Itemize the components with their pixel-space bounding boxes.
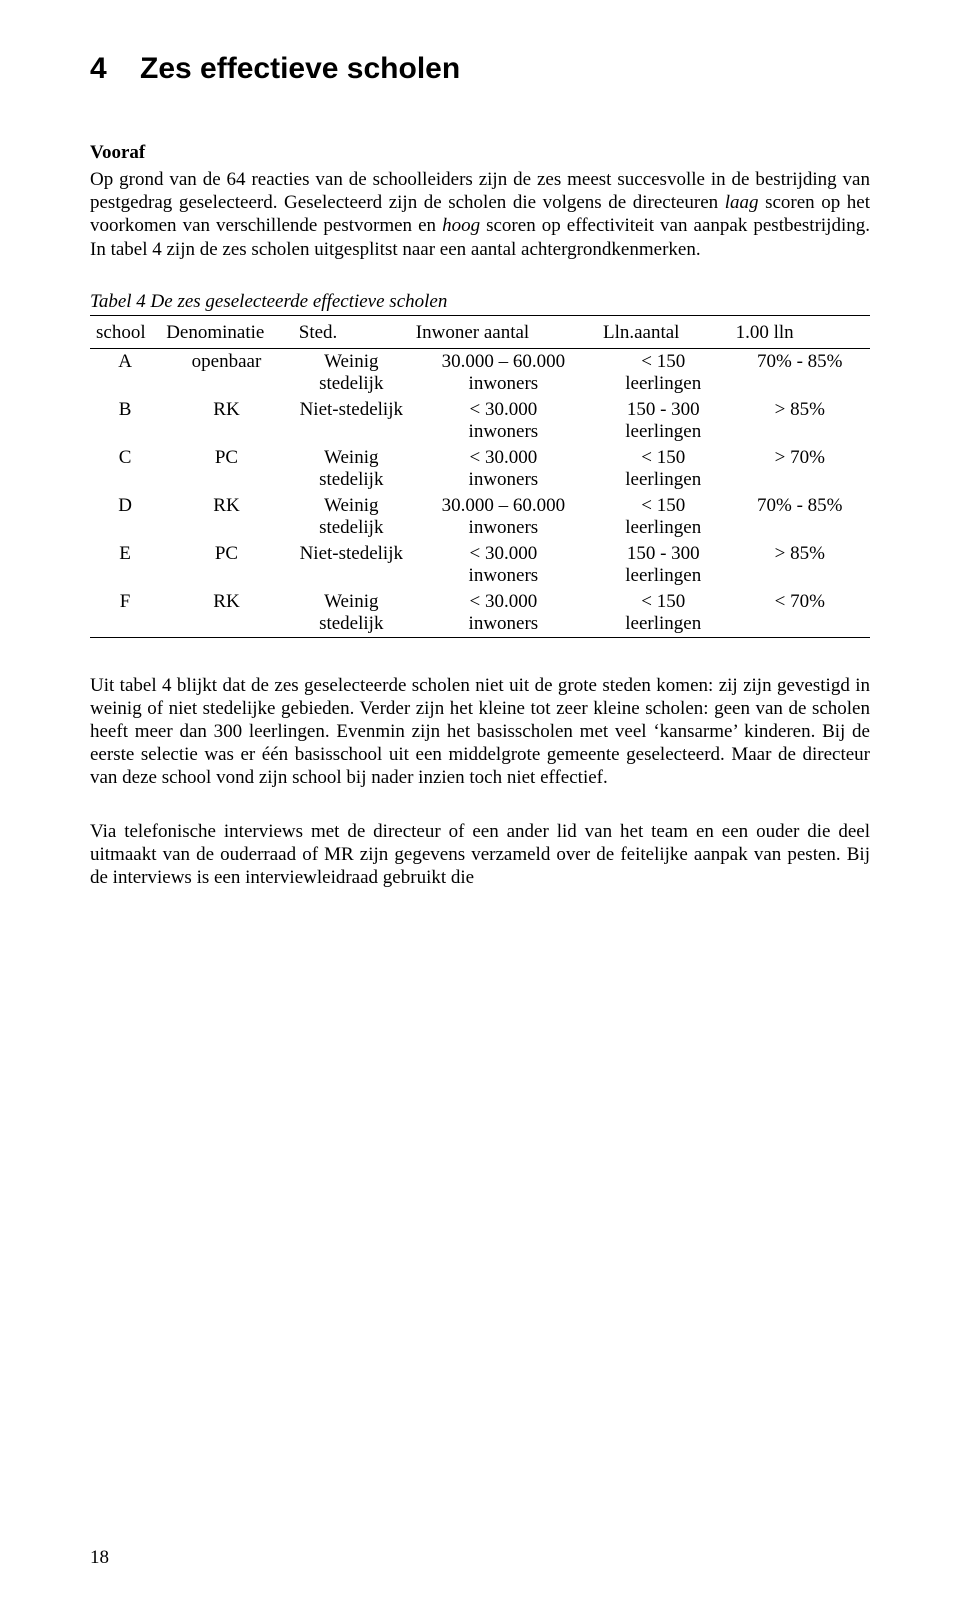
th-pct: 1.00 lln	[730, 320, 870, 349]
table-cell: > 70%	[730, 445, 870, 493]
table-cell: Weinigstedelijk	[293, 589, 410, 638]
table-cell: RK	[160, 397, 293, 445]
table-cell: < 30.000inwoners	[410, 445, 597, 493]
table-cell: < 150leerlingen	[597, 493, 730, 541]
table-cell: < 150leerlingen	[597, 445, 730, 493]
table-cell: Weinigstedelijk	[293, 445, 410, 493]
table-effectieve-scholen: school Denominatie Sted. Inwoner aantal …	[90, 320, 870, 638]
table-cell: PC	[160, 541, 293, 589]
table-cell: < 30.000inwoners	[410, 397, 597, 445]
table-row: CPCWeinigstedelijk< 30.000inwoners< 150l…	[90, 445, 870, 493]
chapter-title: 4 Zes effectieve scholen	[90, 52, 870, 86]
table-cell: 150 - 300leerlingen	[597, 541, 730, 589]
table-cell: < 30.000inwoners	[410, 541, 597, 589]
para-1: Op grond van de 64 reacties van de schoo…	[90, 168, 870, 261]
page-number: 18	[90, 1547, 109, 1569]
table-cell: RK	[160, 589, 293, 638]
table-cell: F	[90, 589, 160, 638]
table-row: AopenbaarWeinigstedelijk30.000 – 60.000i…	[90, 348, 870, 397]
table-cell: 150 - 300leerlingen	[597, 397, 730, 445]
table-cell: RK	[160, 493, 293, 541]
table-cell: < 150leerlingen	[597, 348, 730, 397]
table-cell: Niet-stedelijk	[293, 397, 410, 445]
table-cell: > 85%	[730, 541, 870, 589]
table-cell: 70% - 85%	[730, 493, 870, 541]
table-cell: < 70%	[730, 589, 870, 638]
table-caption: Tabel 4 De zes geselecteerde effectieve …	[90, 291, 870, 316]
table-cell: E	[90, 541, 160, 589]
th-school: school	[90, 320, 160, 349]
table-cell: C	[90, 445, 160, 493]
para-4: Uit tabel 4 blijkt dat de zes geselectee…	[90, 674, 870, 790]
table-cell: openbaar	[160, 348, 293, 397]
table-cell: < 150leerlingen	[597, 589, 730, 638]
para-5: Via telefonische interviews met de direc…	[90, 820, 870, 890]
page: 4 Zes effectieve scholen Vooraf Op grond…	[0, 0, 960, 1603]
para-3-text: In tabel 4 zijn de zes scholen uitgespli…	[90, 239, 701, 260]
table-cell: PC	[160, 445, 293, 493]
table-cell: Niet-stedelijk	[293, 541, 410, 589]
chapter-title-text: Zes effectieve scholen	[140, 52, 460, 85]
section-head: Vooraf	[90, 142, 870, 164]
table-cell: 30.000 – 60.000inwoners	[410, 348, 597, 397]
table-cell: < 30.000inwoners	[410, 589, 597, 638]
table-header-row: school Denominatie Sted. Inwoner aantal …	[90, 320, 870, 349]
th-inwoner: Inwoner aantal	[410, 320, 597, 349]
th-denom: Denominatie	[160, 320, 293, 349]
table-row: BRKNiet-stedelijk< 30.000inwoners150 - 3…	[90, 397, 870, 445]
th-lln: Lln.aantal	[597, 320, 730, 349]
table-row: DRKWeinigstedelijk30.000 – 60.000inwoner…	[90, 493, 870, 541]
chapter-number: 4	[90, 52, 107, 85]
table-row: EPCNiet-stedelijk< 30.000inwoners150 - 3…	[90, 541, 870, 589]
table-cell: 70% - 85%	[730, 348, 870, 397]
table-cell: > 85%	[730, 397, 870, 445]
para2-part1: Geselecteerd zijn de scholen die volgens…	[284, 192, 725, 213]
table-cell: Weinigstedelijk	[293, 493, 410, 541]
para2-italic1: laag	[725, 192, 759, 213]
table-cell: D	[90, 493, 160, 541]
table-head: school Denominatie Sted. Inwoner aantal …	[90, 320, 870, 349]
table-cell: B	[90, 397, 160, 445]
th-sted: Sted.	[293, 320, 410, 349]
para2-italic2: hoog	[442, 215, 480, 236]
table-body: AopenbaarWeinigstedelijk30.000 – 60.000i…	[90, 348, 870, 637]
table-row: FRKWeinigstedelijk< 30.000inwoners< 150l…	[90, 589, 870, 638]
table-cell: Weinigstedelijk	[293, 348, 410, 397]
para2-part3: scoren op effectiviteit van aanpak pestb…	[480, 215, 870, 236]
table-cell: A	[90, 348, 160, 397]
table-cell: 30.000 – 60.000inwoners	[410, 493, 597, 541]
